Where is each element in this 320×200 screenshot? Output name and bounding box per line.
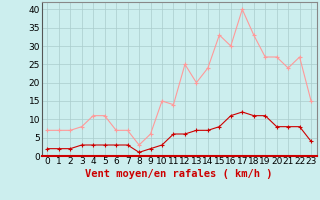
X-axis label: Vent moyen/en rafales ( km/h ): Vent moyen/en rafales ( km/h ) (85, 169, 273, 179)
